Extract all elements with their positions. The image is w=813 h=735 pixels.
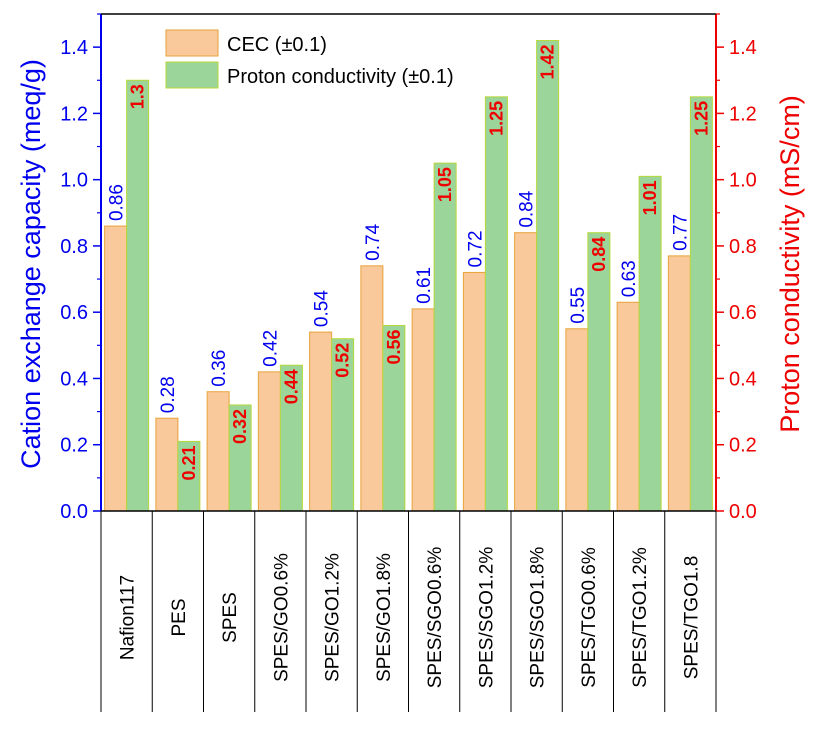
y-axis-left-tick-label: 1.2 xyxy=(60,103,88,125)
bar-proton-conductivity xyxy=(587,232,611,512)
bar-cec xyxy=(616,301,640,512)
bar-cec xyxy=(155,417,179,512)
data-label-cec: 0.84 xyxy=(517,190,538,227)
data-label-proton-conductivity: 0.21 xyxy=(179,445,199,480)
category-label: SPES/GO1.8% xyxy=(374,553,395,682)
bar-cec xyxy=(411,308,435,512)
bar-cec xyxy=(565,328,589,512)
y-axis-left-title: Cation exchange capacity (meq/g) xyxy=(16,59,46,469)
bar-cec xyxy=(104,225,128,512)
legend-swatch-proton-conductivity xyxy=(165,61,219,89)
y-axis-right-title: Proton conductivity (mS/cm) xyxy=(775,95,805,433)
y-axis-left-tick-label: 0.6 xyxy=(60,302,88,324)
y-axis-right-tick-label: 0.8 xyxy=(729,236,757,258)
category-label: PES xyxy=(169,598,190,636)
bar-proton-conductivity xyxy=(689,96,713,512)
bar-cec xyxy=(667,255,691,512)
y-axis-right-tick-label: 1.2 xyxy=(729,103,757,125)
bar-cec xyxy=(257,371,281,512)
y-axis-left-tick-label: 1.0 xyxy=(60,170,88,192)
data-label-proton-conductivity: 0.84 xyxy=(589,237,609,272)
bar-cec xyxy=(309,331,333,512)
y-axis-right-tick-label: 0.6 xyxy=(729,302,757,324)
data-labels-layer: 0.86 1.3 0.28 0.21 0.36 0.32 0.420.44 0.540.52 0… xyxy=(107,45,712,481)
y-axis-right-tick-label: 1.0 xyxy=(729,170,757,192)
y-axis-left-tick-label: 0.0 xyxy=(60,501,88,523)
y-axis-left-tick-label: 1.4 xyxy=(60,37,88,59)
ticks-layer: 0.0 0.2 0.4 0.6 0.8 1.0 1.2 1.4 0.0 0.2 0.4 0.6 0.8 1… xyxy=(60,13,757,523)
bar-proton-conductivity xyxy=(638,175,662,512)
category-table: Nafion117 PES SPES SPES/GO0.6% SPES/GO1.2% SP… xyxy=(100,511,717,712)
legend-swatch-cec xyxy=(165,29,219,57)
data-label-cec: 0.77 xyxy=(670,214,691,251)
bar-cec xyxy=(206,391,230,512)
category-label: SPES/SGO1.8% xyxy=(528,547,549,689)
y-axis-left-tick-label: 0.8 xyxy=(60,236,88,258)
data-label-cec: 0.63 xyxy=(619,260,640,297)
bar-proton-conductivity xyxy=(484,96,508,512)
bar-cec xyxy=(360,265,384,512)
bar-cec xyxy=(462,271,486,512)
data-label-cec: 0.72 xyxy=(465,230,486,267)
legend: CEC (±0.1) Proton conductivity (±0.1) xyxy=(165,29,454,89)
category-label: SPES/TGO1.8 xyxy=(681,556,702,680)
data-label-cec: 0.42 xyxy=(260,330,281,367)
data-label-cec: 0.86 xyxy=(107,184,128,221)
category-label: SPES/TGO0.6% xyxy=(579,547,600,688)
data-label-cec: 0.36 xyxy=(209,350,230,387)
bar-proton-conductivity xyxy=(126,79,150,512)
data-label-proton-conductivity: 0.44 xyxy=(281,369,301,404)
data-label-proton-conductivity: 1.01 xyxy=(640,180,660,215)
bar-proton-conductivity xyxy=(536,40,560,512)
data-label-cec: 0.74 xyxy=(363,223,384,260)
legend-label-cec: CEC (±0.1) xyxy=(227,34,327,56)
category-label: SPES/TGO1.2% xyxy=(630,547,651,688)
y-axis-right-tick-label: 0.0 xyxy=(729,501,757,523)
data-label-proton-conductivity: 1.3 xyxy=(128,84,148,109)
y-axis-right-tick-label: 1.4 xyxy=(729,37,757,59)
category-label: SPES xyxy=(220,592,241,643)
data-label-proton-conductivity: 0.52 xyxy=(333,343,353,378)
bar-cec xyxy=(514,232,538,512)
data-label-cec: 0.55 xyxy=(568,287,589,324)
data-label-proton-conductivity: 1.05 xyxy=(435,167,455,202)
data-label-proton-conductivity: 1.42 xyxy=(538,45,558,80)
data-label-proton-conductivity: 0.32 xyxy=(230,409,250,444)
data-label-proton-conductivity: 0.56 xyxy=(384,329,404,364)
category-label: SPES/GO0.6% xyxy=(271,553,292,682)
data-label-proton-conductivity: 1.25 xyxy=(691,101,711,136)
y-axis-left-tick-label: 0.4 xyxy=(60,368,88,390)
data-label-cec: 0.61 xyxy=(414,267,435,304)
data-label-proton-conductivity: 1.25 xyxy=(486,101,506,136)
bar-proton-conductivity xyxy=(433,162,457,512)
category-label: SPES/SGO0.6% xyxy=(425,547,446,689)
y-axis-right-tick-label: 0.2 xyxy=(729,435,757,457)
legend-label-proton-conductivity: Proton conductivity (±0.1) xyxy=(227,66,454,88)
data-label-cec: 0.54 xyxy=(312,290,333,327)
category-label: SPES/GO1.2% xyxy=(323,553,344,682)
category-label: Nafion117 xyxy=(118,575,139,660)
data-label-cec: 0.28 xyxy=(158,376,179,413)
y-axis-right-tick-label: 0.4 xyxy=(729,368,757,390)
bars-layer xyxy=(104,40,713,512)
category-label: SPES/SGO1.2% xyxy=(476,547,497,689)
y-axis-left-tick-label: 0.2 xyxy=(60,435,88,457)
